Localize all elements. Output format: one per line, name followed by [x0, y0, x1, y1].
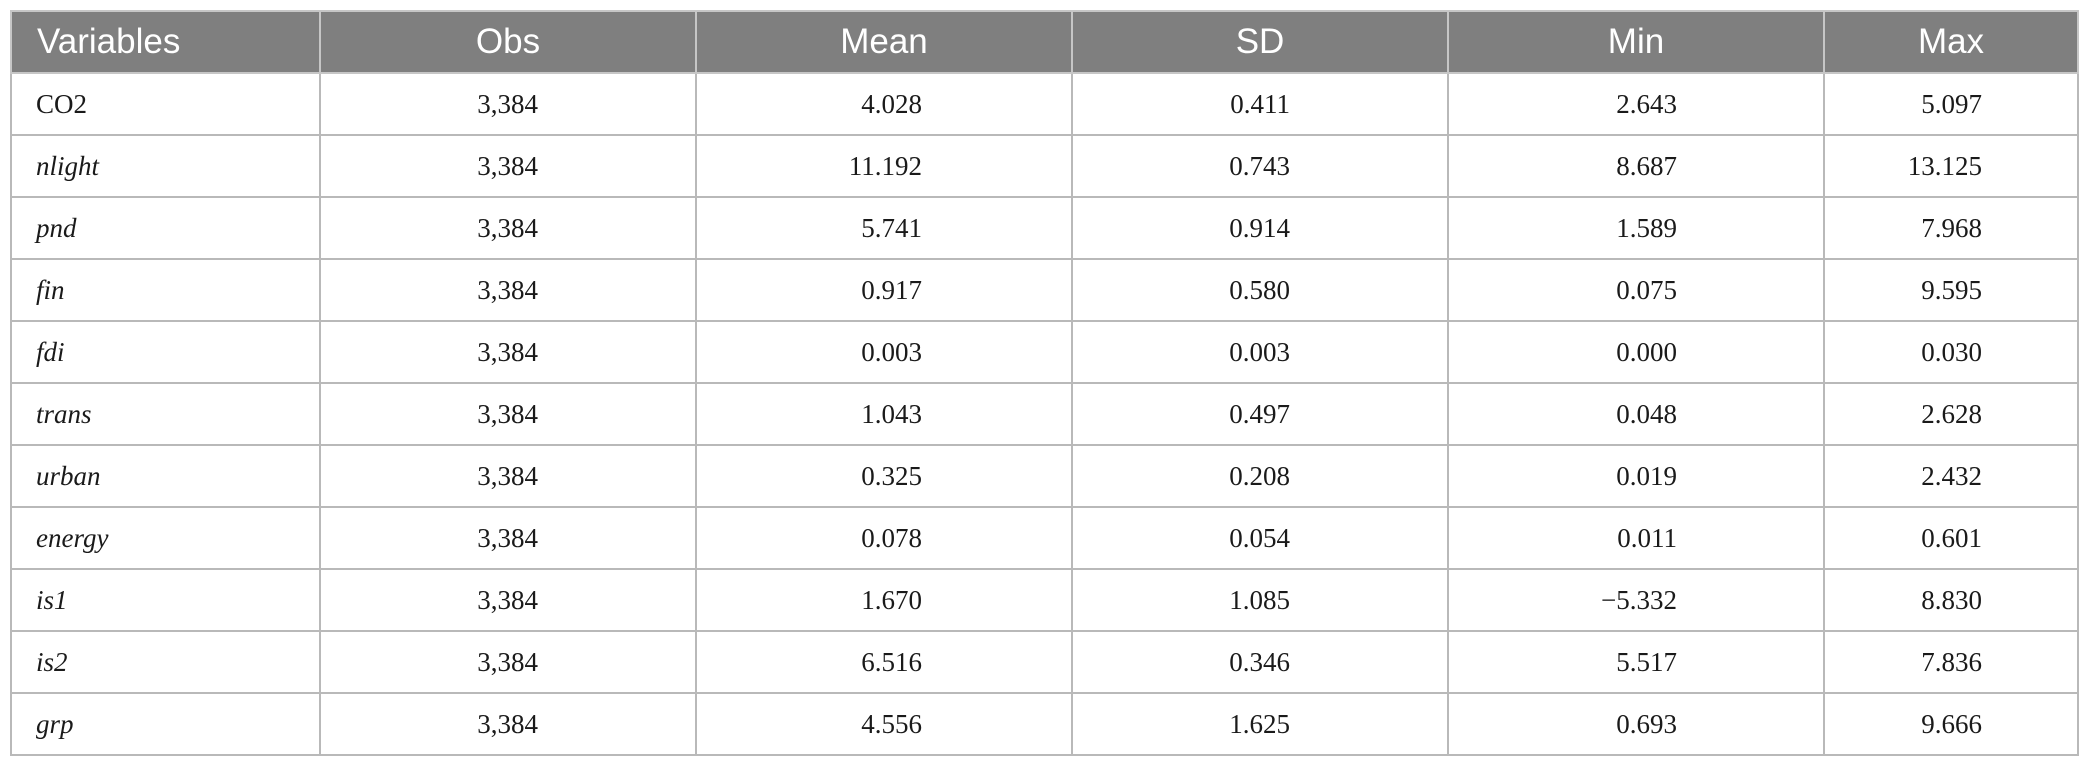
cell-max: 8.830 [1823, 568, 2079, 632]
cell-min: 0.075 [1447, 258, 1825, 322]
header-min: Min [1447, 10, 1825, 74]
cell-sd: 0.580 [1071, 258, 1449, 322]
cell-sd: 0.411 [1071, 72, 1449, 136]
cell-mean: 0.325 [695, 444, 1073, 508]
cell-max: 9.595 [1823, 258, 2079, 322]
header-row: Variables Obs Mean SD Min Max [10, 10, 2079, 74]
table-row: fdi 3,384 0.003 0.003 0.000 0.030 [10, 320, 2079, 384]
cell-sd: 1.625 [1071, 692, 1449, 756]
cell-sd: 0.003 [1071, 320, 1449, 384]
cell-variable: urban [10, 444, 321, 508]
cell-variable: energy [10, 506, 321, 570]
cell-min: 0.048 [1447, 382, 1825, 446]
cell-max: 0.030 [1823, 320, 2079, 384]
cell-mean: 1.043 [695, 382, 1073, 446]
cell-obs: 3,384 [319, 630, 697, 694]
table-body: CO2 3,384 4.028 0.411 2.643 5.097 nlight… [10, 72, 2079, 756]
header-variables: Variables [10, 10, 321, 74]
cell-variable: is1 [10, 568, 321, 632]
cell-max: 7.968 [1823, 196, 2079, 260]
cell-min: 0.693 [1447, 692, 1825, 756]
table-row: fin 3,384 0.917 0.580 0.075 9.595 [10, 258, 2079, 322]
cell-sd: 0.208 [1071, 444, 1449, 508]
cell-variable: fdi [10, 320, 321, 384]
cell-mean: 0.917 [695, 258, 1073, 322]
cell-max: 2.628 [1823, 382, 2079, 446]
cell-obs: 3,384 [319, 382, 697, 446]
cell-obs: 3,384 [319, 72, 697, 136]
header-max: Max [1823, 10, 2079, 74]
table-row: CO2 3,384 4.028 0.411 2.643 5.097 [10, 72, 2079, 136]
table-row: trans 3,384 1.043 0.497 0.048 2.628 [10, 382, 2079, 446]
cell-max: 9.666 [1823, 692, 2079, 756]
table-header: Variables Obs Mean SD Min Max [10, 10, 2079, 74]
header-obs: Obs [319, 10, 697, 74]
cell-variable: CO2 [10, 72, 321, 136]
cell-min: 1.589 [1447, 196, 1825, 260]
cell-variable: trans [10, 382, 321, 446]
cell-min: 8.687 [1447, 134, 1825, 198]
cell-max: 13.125 [1823, 134, 2079, 198]
cell-max: 7.836 [1823, 630, 2079, 694]
header-mean: Mean [695, 10, 1073, 74]
cell-sd: 0.497 [1071, 382, 1449, 446]
cell-variable: fin [10, 258, 321, 322]
table-row: grp 3,384 4.556 1.625 0.693 9.666 [10, 692, 2079, 756]
header-sd: SD [1071, 10, 1449, 74]
cell-obs: 3,384 [319, 196, 697, 260]
cell-max: 5.097 [1823, 72, 2079, 136]
cell-min: −5.332 [1447, 568, 1825, 632]
cell-mean: 4.556 [695, 692, 1073, 756]
cell-obs: 3,384 [319, 444, 697, 508]
cell-sd: 0.054 [1071, 506, 1449, 570]
table-row: nlight 3,384 11.192 0.743 8.687 13.125 [10, 134, 2079, 198]
cell-variable: nlight [10, 134, 321, 198]
cell-sd: 0.914 [1071, 196, 1449, 260]
cell-obs: 3,384 [319, 320, 697, 384]
table-row: pnd 3,384 5.741 0.914 1.589 7.968 [10, 196, 2079, 260]
cell-min: 5.517 [1447, 630, 1825, 694]
cell-variable: is2 [10, 630, 321, 694]
cell-mean: 11.192 [695, 134, 1073, 198]
cell-sd: 1.085 [1071, 568, 1449, 632]
cell-variable: grp [10, 692, 321, 756]
descriptive-statistics-table-container: Variables Obs Mean SD Min Max CO2 3,384 … [10, 10, 2079, 761]
cell-obs: 3,384 [319, 134, 697, 198]
cell-mean: 1.670 [695, 568, 1073, 632]
cell-mean: 0.078 [695, 506, 1073, 570]
cell-mean: 6.516 [695, 630, 1073, 694]
cell-mean: 4.028 [695, 72, 1073, 136]
table-row: is2 3,384 6.516 0.346 5.517 7.836 [10, 630, 2079, 694]
cell-min: 0.011 [1447, 506, 1825, 570]
cell-max: 0.601 [1823, 506, 2079, 570]
table-row: urban 3,384 0.325 0.208 0.019 2.432 [10, 444, 2079, 508]
cell-obs: 3,384 [319, 258, 697, 322]
cell-min: 2.643 [1447, 72, 1825, 136]
table-row: is1 3,384 1.670 1.085 −5.332 8.830 [10, 568, 2079, 632]
cell-min: 0.019 [1447, 444, 1825, 508]
cell-variable: pnd [10, 196, 321, 260]
cell-obs: 3,384 [319, 568, 697, 632]
cell-obs: 3,384 [319, 506, 697, 570]
cell-sd: 0.743 [1071, 134, 1449, 198]
cell-mean: 0.003 [695, 320, 1073, 384]
cell-sd: 0.346 [1071, 630, 1449, 694]
cell-mean: 5.741 [695, 196, 1073, 260]
cell-max: 2.432 [1823, 444, 2079, 508]
descriptive-statistics-table: Variables Obs Mean SD Min Max CO2 3,384 … [10, 10, 2079, 756]
table-row: energy 3,384 0.078 0.054 0.011 0.601 [10, 506, 2079, 570]
cell-obs: 3,384 [319, 692, 697, 756]
cell-min: 0.000 [1447, 320, 1825, 384]
